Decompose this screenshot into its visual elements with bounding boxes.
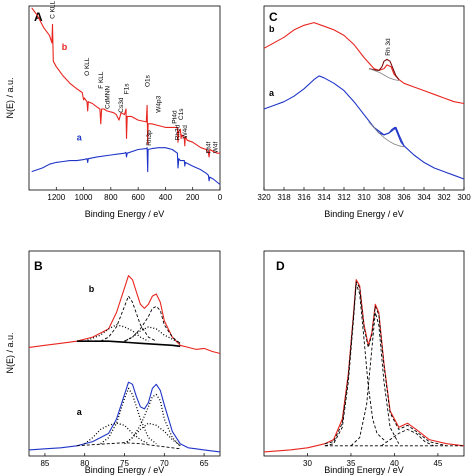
x-tick-label: 320 (257, 193, 271, 202)
panel-b-label: B (34, 259, 43, 273)
peak-annotation: W4d (182, 125, 189, 139)
x-tick-label: 308 (377, 193, 391, 202)
series-b-background (76, 340, 181, 348)
panel-c-x-axis-label: Binding Energy / eV (324, 209, 404, 219)
series-comp1 (324, 283, 387, 447)
panel-b-series (28, 275, 221, 453)
series-b (263, 22, 465, 105)
panel-c-frame (263, 5, 465, 191)
panel-a-frame (28, 5, 221, 191)
x-tick-label: 200 (186, 193, 200, 202)
x-tick-label: 400 (159, 193, 173, 202)
peak-annotation: Pt4f (206, 141, 213, 153)
peak-annotation: O1s (145, 74, 152, 87)
x-tick-label: 302 (437, 193, 451, 202)
x-tick-label: 45 (433, 459, 442, 468)
series-label-a: a (77, 407, 83, 417)
series-b-comp3 (84, 324, 149, 342)
panel-b-y-axis-label: N(E) / a.u. (5, 332, 15, 373)
x-tick-label: 65 (200, 459, 209, 468)
series-label-a: a (269, 88, 275, 98)
series-fit (324, 281, 447, 447)
series-label-b: b (269, 24, 275, 34)
series-label-a: a (77, 132, 83, 142)
peak-annotation: O KLL (84, 57, 91, 76)
panel-c-labels: b a Rh 3d (269, 24, 392, 98)
x-tick-label: 310 (357, 193, 371, 202)
series-a-background (76, 442, 181, 450)
panel-b-ticks: 85 80 75 70 65 (40, 453, 209, 468)
x-tick-label: 800 (104, 193, 118, 202)
series-a-comp2 (124, 393, 181, 447)
peak-annotation: W4p3 (156, 95, 163, 112)
panel-d-frame (263, 250, 465, 457)
x-tick-label: 314 (317, 193, 331, 202)
panel-a-x-axis-label: Binding Energy / eV (85, 209, 165, 219)
x-tick-label: 70 (160, 459, 169, 468)
series-b-fit (368, 58, 400, 80)
peak-annotation: Pt4d (172, 110, 179, 124)
x-tick-label: 30 (303, 459, 312, 468)
x-tick-label: 600 (131, 193, 145, 202)
panel-a-series (31, 7, 221, 185)
peak-annotation: Rh3p (146, 130, 153, 146)
x-tick-label: 85 (40, 459, 49, 468)
panel-c-ticks: 320 318 316 314 312 310 308 306 304 302 300 (257, 187, 471, 202)
peak-annotation: F KLL (98, 71, 105, 89)
series-label-b: b (62, 42, 68, 52)
series-label-b: b (89, 284, 95, 294)
panel-a-ticks: 1200 1000 800 600 400 200 0 (47, 187, 223, 202)
x-tick-label: 35 (347, 459, 356, 468)
series-comp3 (381, 428, 434, 447)
panel-a-y-axis-label: N(E) / a.u. (5, 77, 15, 118)
series-b-background (368, 68, 400, 81)
panel-d-ticks: 30 35 40 45 (303, 453, 443, 468)
panel-b-x-axis-label: Binding Energy / eV (85, 465, 165, 475)
panel-c-rh3d-spectrum: C Binding Energy / eV 320 318 316 314 312 310… (257, 5, 471, 219)
peak-annotation: F1s (123, 83, 130, 95)
x-tick-label: 304 (417, 193, 431, 202)
panel-d-label: D (276, 259, 285, 273)
peak-annotation: Rh 3d (385, 38, 392, 56)
series-a (263, 75, 465, 180)
peak-annotation: C KLL (50, 0, 57, 18)
x-tick-label: 1200 (47, 193, 65, 202)
x-tick-label: 1000 (75, 193, 93, 202)
series-a (28, 381, 221, 453)
x-tick-label: 318 (277, 193, 291, 202)
panel-d-series (263, 279, 465, 453)
panel-b-labels: ba (77, 284, 95, 417)
series-b-comp1 (100, 295, 157, 342)
series-a (31, 147, 221, 185)
peak-annotation: C1s (178, 108, 185, 120)
x-tick-label: 80 (80, 459, 89, 468)
panel-b-frame (28, 250, 221, 457)
series-b (31, 7, 220, 158)
x-tick-label: 75 (120, 459, 129, 468)
panel-d-x-axis-label: Binding Energy / eV (324, 465, 404, 475)
panel-b-w4f-spectrum: B Binding Energy / eV N(E) / a.u. 85 80 75… (5, 250, 221, 475)
x-tick-label: 312 (337, 193, 351, 202)
series-data (263, 279, 465, 453)
x-tick-label: 306 (397, 193, 411, 202)
peak-annotation: W4f (212, 141, 219, 153)
panel-c-label: C (269, 10, 278, 24)
peak-annotation: Cs3d (118, 97, 125, 113)
x-tick-label: 316 (297, 193, 311, 202)
series-b (28, 275, 221, 355)
series-b-comp2 (124, 305, 181, 344)
x-tick-label: 40 (390, 459, 399, 468)
panel-d-fitted-spectrum: D Binding Energy / eV 30 35 40 45 (263, 250, 465, 475)
series-a-comp1 (100, 387, 157, 445)
x-tick-label: 0 (218, 193, 223, 202)
series-a-background (368, 121, 405, 148)
series-a-comp4 (124, 422, 181, 447)
peak-annotation: CdMNN (104, 86, 111, 109)
peak-annotation: Rh3d (175, 124, 182, 140)
x-tick-label: 300 (457, 193, 471, 202)
panel-a-survey-spectrum: A Binding Energy / eV N(E) / a.u. 1200 10… (5, 0, 223, 219)
panel-c-series (263, 22, 465, 180)
